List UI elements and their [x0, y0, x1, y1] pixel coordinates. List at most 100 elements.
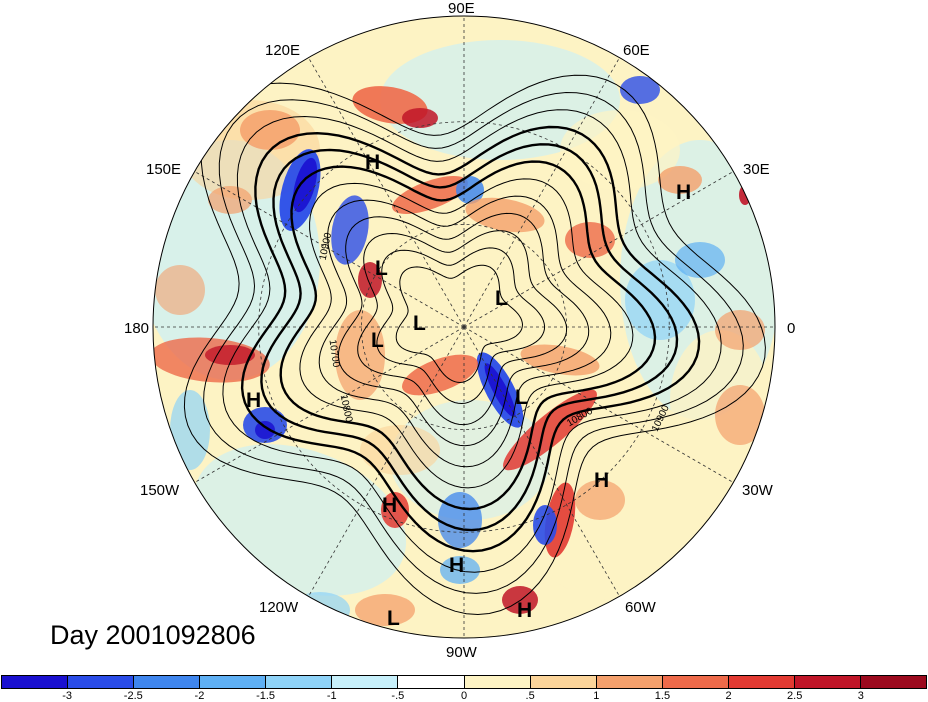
colorbar-segment: [728, 676, 795, 688]
meridian-line: [308, 57, 465, 328]
anomaly-patch: [715, 310, 765, 350]
lon-label-120e: 120E: [265, 42, 301, 59]
anomaly-patch: [675, 242, 725, 278]
anomaly-patch: [390, 400, 550, 520]
colorbar-tick-label: 2.5: [787, 690, 803, 702]
colorbar-tick-label: 1: [593, 690, 600, 702]
anomaly-patch: [440, 556, 480, 584]
colorbar-tick-label: -1: [326, 690, 337, 702]
lon-label-30w: 30W: [742, 482, 773, 499]
geopotential-contour: [376, 247, 546, 405]
map-boundary: [152, 15, 776, 639]
geopotential-contour: [357, 230, 568, 426]
colorbar-tick-label: 1.5: [654, 690, 671, 702]
colorbar-tick-label: 2: [725, 690, 732, 702]
anomaly-patch: [205, 345, 255, 365]
anomaly-patch: [240, 110, 300, 150]
lon-label-90w: 90W: [446, 644, 477, 661]
anomaly-patch: [625, 260, 695, 340]
colorbar-segment: [68, 676, 135, 688]
colorbar-segment: [794, 676, 862, 688]
colorbar-segment: [662, 676, 729, 688]
date-label: Day 2001092806: [50, 620, 256, 650]
anomaly-patch: [292, 157, 318, 213]
geopotential-contour: [318, 195, 612, 468]
anomaly-patch: [402, 108, 438, 128]
colorbar-segment: [332, 676, 399, 688]
high-pressure-center: H: [517, 599, 533, 622]
anomaly-patch: [290, 592, 350, 628]
anomaly-patch: [331, 195, 369, 265]
colorbar-segment: [861, 676, 927, 688]
geopotential-contour: [260, 143, 679, 532]
meridian-line: [463, 171, 734, 328]
geopotential-contour: [183, 74, 766, 616]
colorbar-tick-label: -.5: [391, 690, 405, 702]
anomaly-patch: [465, 197, 545, 233]
anomaly-patch: [533, 505, 557, 545]
lon-label-150e: 150E: [146, 161, 182, 178]
anomaly-patch: [438, 492, 482, 548]
meridian-line: [463, 57, 620, 328]
low-pressure-center: L: [495, 287, 508, 310]
colorbar-tick-label: 3: [857, 690, 864, 702]
geopotential-contour: [395, 264, 524, 384]
colorbar-segment: [530, 676, 597, 688]
anomaly-patch: [360, 425, 440, 475]
lon-label-60w: 60W: [625, 599, 656, 616]
low-pressure-center: L: [371, 329, 384, 352]
geopotential-contour: [240, 125, 701, 553]
geopotential-contour: [222, 109, 722, 573]
colorbar-segment: [134, 676, 201, 688]
lon-label-150w: 150W: [140, 482, 180, 499]
high-pressure-center: H: [382, 494, 398, 517]
colorbar-segment: [596, 676, 663, 688]
meridian-line: [463, 326, 620, 597]
height-contours: [183, 74, 766, 616]
lon-label-0: 0: [787, 320, 796, 337]
high-pressure-center: H: [676, 181, 692, 204]
meridian-line: [308, 326, 465, 597]
anomaly-patch: [155, 265, 205, 315]
anomaly-patch: [715, 385, 765, 445]
colorbar-segment: [398, 676, 465, 688]
colorbar-tick-label: -2: [194, 690, 205, 702]
anomaly-patch: [208, 186, 252, 214]
anomaly-patch: [380, 40, 620, 160]
high-pressure-center: H: [449, 554, 465, 577]
anomaly-patch: [402, 354, 478, 396]
anomaly-patch: [153, 140, 320, 380]
colorbar-tick-label: -2.5: [123, 690, 143, 702]
colorbar-segment: [464, 676, 531, 688]
lon-label-30e: 30E: [743, 161, 770, 178]
anomaly-patch: [358, 262, 382, 298]
colorbar-tick-label: -3: [62, 690, 73, 702]
lon-label-180: 180: [124, 320, 150, 337]
anomaly-patch: [575, 480, 625, 520]
anomaly-patch: [335, 310, 385, 400]
colorbar-segment: [200, 676, 267, 688]
low-pressure-center: L: [515, 386, 528, 409]
anomaly-patch: [658, 166, 702, 194]
anomaly-patch: [620, 76, 660, 104]
lon-label-90e: 90E: [448, 0, 475, 17]
high-pressure-center: H: [594, 469, 610, 492]
geopotential-contour: [203, 91, 744, 594]
colorbar-tick-label: 0: [460, 690, 468, 702]
low-pressure-center: L: [387, 607, 400, 630]
low-pressure-center: L: [375, 257, 388, 280]
colorbar: [1, 675, 927, 689]
high-pressure-center: H: [365, 151, 381, 174]
meridian-line: [194, 326, 465, 483]
high-pressure-center: H: [246, 389, 262, 412]
anomaly-patch: [355, 594, 415, 626]
geopotential-contour: [337, 212, 590, 447]
anomaly-patch: [255, 421, 275, 439]
lon-label-120w: 120W: [259, 599, 299, 616]
colorbar-segment: [2, 676, 69, 688]
geopotential-contour: [279, 160, 657, 511]
geopotential-contour: [299, 178, 634, 489]
colorbar-segment: [266, 676, 333, 688]
low-pressure-center: L: [413, 312, 426, 335]
